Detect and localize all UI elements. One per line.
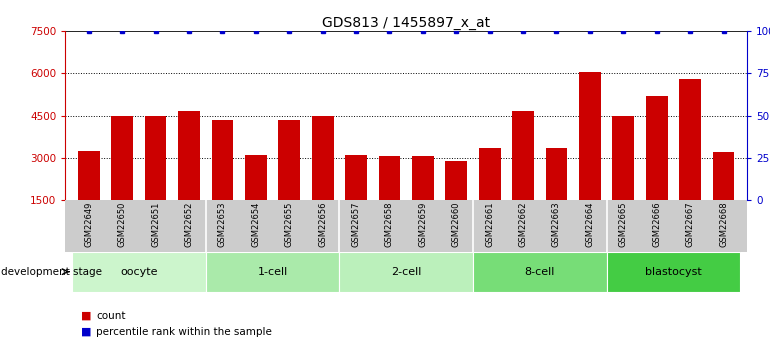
Bar xyxy=(145,116,166,242)
Text: GSM22657: GSM22657 xyxy=(352,201,360,247)
Text: GSM22652: GSM22652 xyxy=(185,201,193,247)
Text: GSM22658: GSM22658 xyxy=(385,201,394,247)
Text: GSM22668: GSM22668 xyxy=(719,201,728,247)
Bar xyxy=(607,252,740,292)
Text: 2-cell: 2-cell xyxy=(391,267,421,277)
Bar xyxy=(72,252,206,292)
Text: GSM22666: GSM22666 xyxy=(652,201,661,247)
Text: GSM22649: GSM22649 xyxy=(85,201,93,247)
Bar xyxy=(546,148,567,242)
Bar xyxy=(646,96,668,242)
Text: GSM22651: GSM22651 xyxy=(151,201,160,247)
Text: ■: ■ xyxy=(81,311,92,321)
Bar xyxy=(412,156,434,242)
Text: percentile rank within the sample: percentile rank within the sample xyxy=(96,327,272,337)
Text: GSM22656: GSM22656 xyxy=(318,201,327,247)
Text: oocyte: oocyte xyxy=(120,267,158,277)
Bar xyxy=(679,79,701,242)
Bar xyxy=(579,72,601,242)
Text: GSM22661: GSM22661 xyxy=(485,201,494,247)
Bar xyxy=(78,151,99,242)
Text: development stage: development stage xyxy=(1,267,102,277)
Bar xyxy=(212,120,233,242)
Text: 8-cell: 8-cell xyxy=(524,267,555,277)
Text: GSM22663: GSM22663 xyxy=(552,201,561,247)
Bar xyxy=(345,155,367,242)
Bar xyxy=(279,120,300,242)
Text: count: count xyxy=(96,311,126,321)
Bar xyxy=(178,111,200,242)
Text: GSM22650: GSM22650 xyxy=(118,201,127,247)
Bar xyxy=(713,152,735,242)
Text: GSM22664: GSM22664 xyxy=(585,201,594,247)
Text: GSM22660: GSM22660 xyxy=(452,201,460,247)
Bar xyxy=(479,148,500,242)
Title: GDS813 / 1455897_x_at: GDS813 / 1455897_x_at xyxy=(322,16,490,30)
Text: GSM22665: GSM22665 xyxy=(619,201,628,247)
Bar xyxy=(445,161,467,242)
Text: ■: ■ xyxy=(81,327,92,337)
Text: GSM22662: GSM22662 xyxy=(518,201,527,247)
Bar xyxy=(206,252,340,292)
Bar xyxy=(312,116,333,242)
Bar xyxy=(473,252,607,292)
Text: blastocyst: blastocyst xyxy=(645,267,701,277)
Text: GSM22654: GSM22654 xyxy=(251,201,260,247)
Bar xyxy=(112,116,133,242)
Text: 1-cell: 1-cell xyxy=(257,267,288,277)
Bar xyxy=(245,155,266,242)
Text: GSM22667: GSM22667 xyxy=(685,201,695,247)
Bar xyxy=(379,156,400,242)
Bar xyxy=(512,111,534,242)
Text: GSM22659: GSM22659 xyxy=(418,201,427,247)
Bar xyxy=(340,252,473,292)
Bar xyxy=(612,116,634,242)
Text: GSM22653: GSM22653 xyxy=(218,201,227,247)
Text: GSM22655: GSM22655 xyxy=(285,201,294,247)
